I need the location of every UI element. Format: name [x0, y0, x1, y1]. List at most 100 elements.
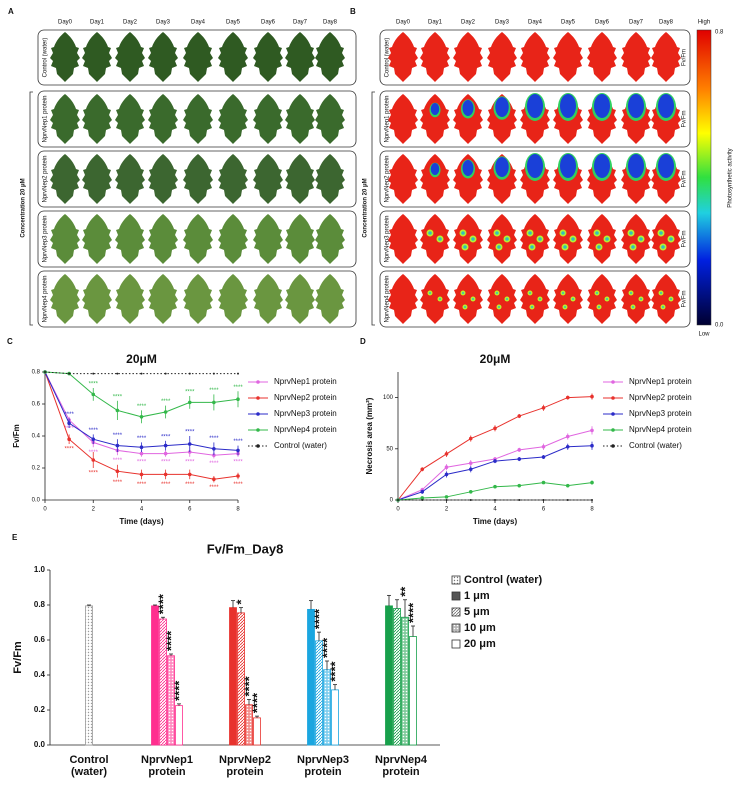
legend-marker [611, 428, 615, 432]
significance-label: **** [64, 412, 74, 418]
leaf [218, 274, 248, 324]
day-label: Day7 [629, 20, 644, 26]
leaf-shape [587, 32, 617, 82]
leaf-spot [669, 237, 673, 241]
leaf-spot [560, 154, 576, 178]
y-tick-label: 0.2 [32, 466, 41, 472]
point [565, 395, 570, 400]
significance-label: **** [185, 482, 195, 488]
significance-label: **** [113, 458, 123, 464]
leaf [50, 154, 80, 204]
leaf-shape [420, 154, 450, 204]
leaf-spot [428, 231, 432, 235]
row-box [37, 90, 357, 148]
x-tick-label: protein [382, 766, 420, 778]
significance-label: **** [137, 482, 147, 488]
leaf-shape [148, 94, 178, 144]
x-tick-label: 8 [236, 507, 240, 513]
y-axis-label: Fv/Fm [12, 424, 21, 448]
x-tick-label: protein [304, 766, 342, 778]
leaf [553, 274, 583, 324]
day-label: Day1 [428, 20, 443, 26]
colorbar-high: High [698, 20, 710, 26]
leaf-shape [388, 32, 418, 82]
chart-title: Fv/Fm_Day8 [207, 541, 284, 556]
leaf [587, 32, 617, 82]
point [494, 499, 496, 501]
day-label: Day8 [323, 20, 338, 26]
leaf-shape [50, 32, 80, 82]
leaf [115, 32, 145, 82]
leaf [487, 214, 517, 264]
significance-label: **** [89, 471, 99, 477]
leaf [587, 93, 617, 144]
point [212, 477, 216, 482]
point [397, 499, 399, 501]
point [187, 400, 192, 405]
leaf-spot [539, 298, 541, 300]
significance-label: * [233, 599, 248, 605]
row-box [379, 29, 691, 86]
point [187, 472, 192, 477]
y-tick-label: 0.0 [34, 740, 46, 749]
fvfm-label: Fv/Fm [682, 111, 688, 128]
leaf [115, 214, 145, 264]
leaf-spot [464, 306, 466, 308]
leaf-shape [183, 32, 213, 82]
bracket [371, 91, 375, 326]
leaf-spot [605, 237, 609, 241]
leaf [520, 32, 550, 82]
point [444, 495, 449, 499]
leaf [183, 32, 213, 82]
leaf [420, 274, 450, 324]
leaf [621, 274, 651, 324]
y-tick-label: 0.8 [34, 600, 46, 609]
leaf [388, 154, 418, 204]
leaf [621, 214, 651, 264]
leaf [420, 214, 450, 264]
leaf-shape [50, 154, 80, 204]
significance-label: ** [397, 586, 412, 597]
leaf [115, 94, 145, 144]
significance-label: **** [233, 482, 243, 488]
x-tick-label: 2 [445, 507, 449, 513]
leaf-spot [472, 298, 474, 300]
leaf-spot [462, 100, 474, 116]
leaf-spot [563, 245, 567, 249]
leaf-spot [598, 306, 600, 308]
leaf-shape [218, 154, 248, 204]
point [493, 484, 497, 489]
point [493, 459, 497, 463]
significance-label: **** [249, 692, 264, 713]
leaf [148, 274, 178, 324]
row-box [379, 90, 691, 148]
significance-label: **** [241, 675, 256, 696]
leaf [218, 94, 248, 144]
point [140, 372, 143, 375]
point [67, 437, 71, 442]
leaf [520, 214, 550, 264]
leaf-spot [631, 245, 635, 249]
leaf-spot [628, 154, 644, 178]
significance-label: **** [113, 433, 123, 439]
leaf-shape [388, 154, 418, 204]
row-label: NprvNep4 protein [385, 275, 391, 322]
point [590, 443, 594, 448]
leaf [388, 214, 418, 264]
leaf [183, 94, 213, 144]
point [236, 448, 240, 453]
significance-label: **** [185, 430, 195, 436]
leaf [115, 274, 145, 324]
leaf-shape [420, 274, 450, 324]
row-label: Control (water) [43, 38, 49, 78]
leaf-spot [498, 306, 500, 308]
point [517, 448, 522, 452]
leaf [183, 214, 213, 264]
leaf-spot [495, 231, 499, 235]
leaf [315, 94, 345, 144]
leaf [388, 32, 418, 82]
leaf [148, 214, 178, 264]
x-tick-label: Control [69, 754, 108, 766]
concentration-label: Concentration 20 μM [363, 178, 369, 237]
panel-label: D [360, 337, 366, 346]
